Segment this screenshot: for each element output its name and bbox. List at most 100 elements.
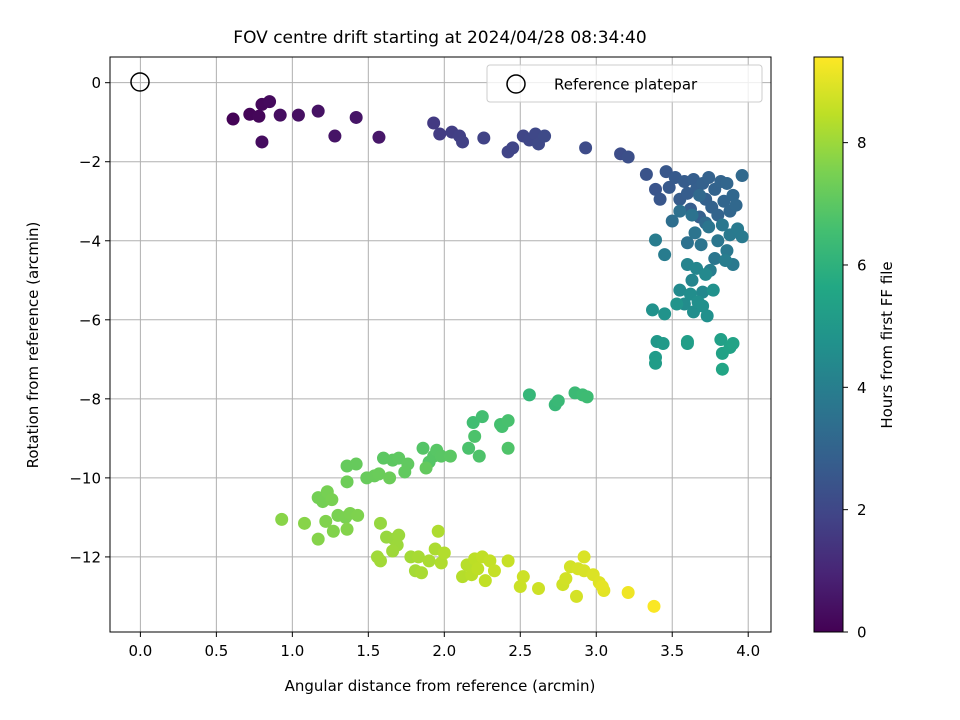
data-point — [513, 580, 527, 594]
data-point — [711, 208, 725, 222]
data-point — [373, 516, 387, 530]
colorbar-ticks: 0 2 4 6 8 — [843, 134, 867, 642]
data-point — [373, 554, 387, 568]
data-point — [699, 267, 713, 281]
reference-marker — [130, 72, 150, 92]
data-point — [551, 394, 565, 408]
legend-reference-marker — [506, 74, 526, 94]
data-point — [298, 516, 312, 530]
legend-box — [486, 64, 763, 103]
data-point — [595, 580, 609, 594]
data-point — [735, 169, 749, 183]
data-point — [340, 475, 354, 489]
data-point — [411, 550, 425, 564]
colorbar-tick-label: 0 — [857, 624, 867, 642]
data-point — [273, 108, 287, 122]
data-point — [291, 108, 305, 122]
colorbar-tick-label: 2 — [857, 501, 867, 519]
data-point — [639, 167, 653, 181]
data-point — [419, 461, 433, 475]
data-point — [398, 465, 412, 479]
data-point — [433, 127, 447, 141]
y-axis-ticks: 0 −2 −4 −6 −8 −10 −12 — [69, 74, 110, 566]
data-point — [649, 356, 663, 370]
data-point — [443, 449, 457, 463]
data-point — [506, 141, 520, 155]
data-point — [422, 554, 436, 568]
data-point — [735, 230, 749, 244]
data-point — [416, 441, 430, 455]
colorbar-tick-label: 6 — [857, 256, 867, 274]
data-point — [516, 570, 530, 584]
colorbar-tick-label: 4 — [857, 379, 867, 397]
data-point — [665, 214, 679, 228]
data-point — [326, 524, 340, 538]
data-point — [658, 307, 672, 321]
data-point — [392, 528, 406, 542]
y-tick-label: −6 — [79, 311, 101, 329]
data-point — [434, 556, 448, 570]
data-point — [311, 532, 325, 546]
x-axis-ticks: 0.0 0.5 1.0 1.5 2.0 2.5 3.0 3.5 4.0 — [128, 632, 760, 660]
data-point — [702, 220, 716, 234]
data-point — [372, 467, 386, 481]
data-point — [673, 283, 687, 297]
y-axis-label: Rotation from reference (arcmin) — [24, 222, 42, 469]
data-point — [649, 182, 663, 196]
data-point — [649, 233, 663, 247]
data-point — [715, 362, 729, 376]
data-point — [645, 303, 659, 317]
data-point — [351, 508, 365, 522]
y-tick-label: 0 — [91, 74, 101, 92]
data-point — [670, 297, 684, 311]
x-tick-label: 1.0 — [280, 642, 304, 660]
data-points — [226, 95, 749, 613]
data-point — [477, 131, 491, 145]
data-point — [328, 129, 342, 143]
data-point — [226, 112, 240, 126]
data-point — [349, 457, 363, 471]
data-point — [729, 198, 743, 212]
colorbar-gradient — [813, 56, 844, 633]
data-point — [706, 283, 720, 297]
data-point — [522, 388, 536, 402]
data-point — [708, 252, 722, 266]
data-point — [275, 512, 289, 526]
x-tick-label: 0.0 — [128, 642, 152, 660]
x-tick-label: 0.5 — [204, 642, 228, 660]
grid-lines — [110, 57, 771, 632]
x-tick-label: 3.0 — [584, 642, 608, 660]
data-point — [569, 589, 583, 603]
data-point — [501, 554, 515, 568]
x-tick-label: 2.5 — [508, 642, 532, 660]
data-point — [696, 285, 710, 299]
data-point — [255, 135, 269, 149]
data-point — [702, 171, 716, 185]
x-tick-label: 1.5 — [356, 642, 380, 660]
y-tick-label: −8 — [79, 390, 101, 408]
data-point — [427, 116, 441, 130]
chart-title: FOV centre drift starting at 2024/04/28 … — [233, 28, 646, 48]
legend-entry-reference-platepar: Reference platepar — [554, 76, 698, 94]
y-tick-label: −10 — [69, 469, 101, 487]
data-point — [579, 141, 593, 155]
data-point — [694, 238, 708, 252]
y-tick-label: −4 — [79, 232, 101, 250]
data-point — [656, 337, 670, 351]
data-point — [658, 248, 672, 262]
data-point — [680, 236, 694, 250]
data-point — [532, 582, 546, 596]
legend: Reference platepar — [486, 64, 763, 103]
data-point — [472, 449, 486, 463]
data-point — [456, 135, 470, 149]
data-point — [462, 441, 476, 455]
data-point — [437, 546, 451, 560]
data-point — [501, 414, 515, 428]
x-axis-label: Angular distance from reference (arcmin) — [285, 677, 596, 695]
data-point — [726, 188, 740, 202]
data-point — [487, 564, 501, 578]
data-point — [688, 226, 702, 240]
data-point — [325, 493, 339, 507]
data-point — [386, 544, 400, 558]
